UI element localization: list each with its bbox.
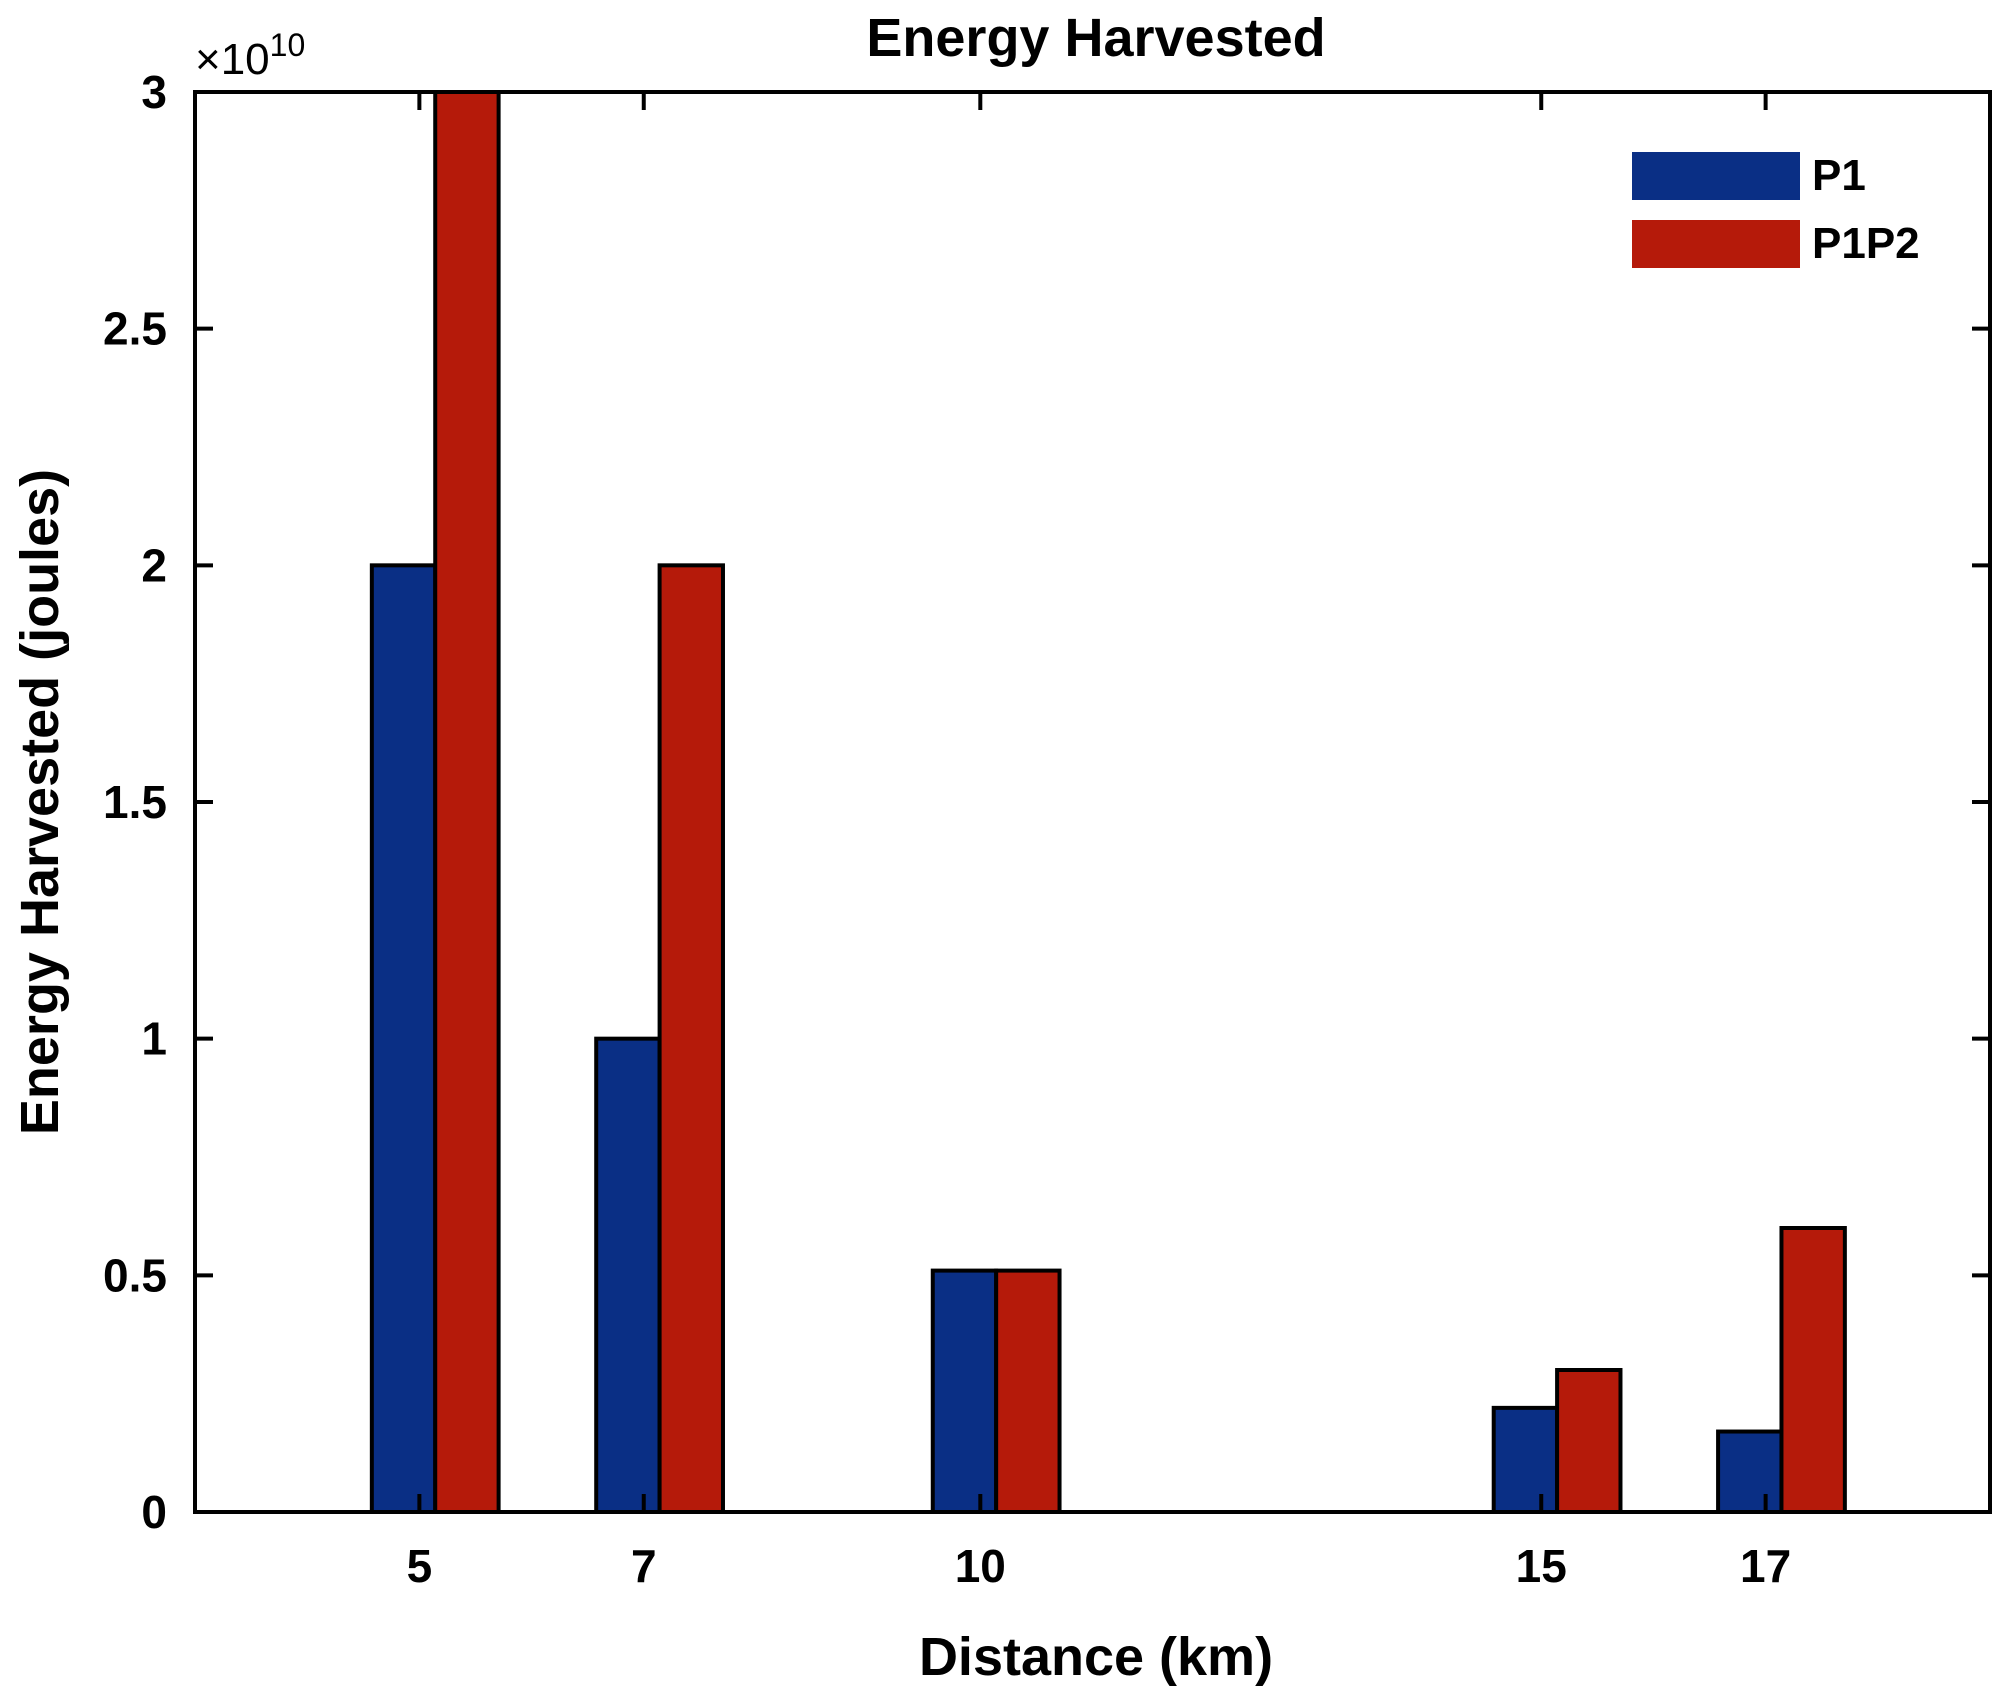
y-tick-label: 1 xyxy=(141,1013,167,1065)
x-tick-label: 17 xyxy=(1740,1540,1791,1592)
y-axis-multiplier: ×1010 xyxy=(195,27,305,84)
x-tick-label: 7 xyxy=(631,1540,657,1592)
bar-p1-5 xyxy=(369,563,438,1514)
y-multiplier-exponent: 10 xyxy=(270,27,306,63)
x-tick-label: 5 xyxy=(407,1540,433,1592)
bar-p1p2-5 xyxy=(433,90,501,1514)
legend-label-p1: P1 xyxy=(1812,151,1866,200)
chart-title: Energy Harvested xyxy=(866,8,1325,68)
x-axis-ticks: 5 7 10 15 17 xyxy=(407,92,1791,1592)
y-tick-label: 2 xyxy=(141,539,167,591)
bar-p1p2-15 xyxy=(1555,1368,1623,1514)
bar-p1-17 xyxy=(1716,1429,1784,1514)
legend-label-p1p2: P1P2 xyxy=(1812,219,1920,268)
y-multiplier-base: ×10 xyxy=(195,35,270,84)
bar-p1-15 xyxy=(1491,1405,1560,1515)
y-tick-label: 0.5 xyxy=(103,1249,167,1301)
y-tick-label: 1.5 xyxy=(103,776,167,828)
y-axis-ticks: 0 0.5 1 1.5 2 2.5 3 xyxy=(103,66,1990,1538)
bar-p1p2-10 xyxy=(994,1268,1062,1514)
bar-p1-10 xyxy=(930,1268,999,1514)
y-tick-label: 2.5 xyxy=(103,303,167,355)
y-tick-label: 0 xyxy=(141,1486,167,1538)
y-tick-label: 3 xyxy=(141,66,167,118)
legend: P1 P1P2 xyxy=(1632,151,1920,268)
x-axis-label: Distance (km) xyxy=(919,1627,1273,1687)
legend-swatch-p1 xyxy=(1632,152,1800,200)
legend-swatch-p1p2 xyxy=(1632,220,1800,268)
bar-p1p2-7 xyxy=(657,563,725,1514)
x-tick-label: 10 xyxy=(955,1540,1006,1592)
bar-p1-7 xyxy=(594,1036,662,1514)
bar-p1p2-17 xyxy=(1779,1226,1847,1514)
x-tick-label: 15 xyxy=(1516,1540,1567,1592)
y-axis-label: Energy Harvested (joules) xyxy=(10,469,70,1135)
